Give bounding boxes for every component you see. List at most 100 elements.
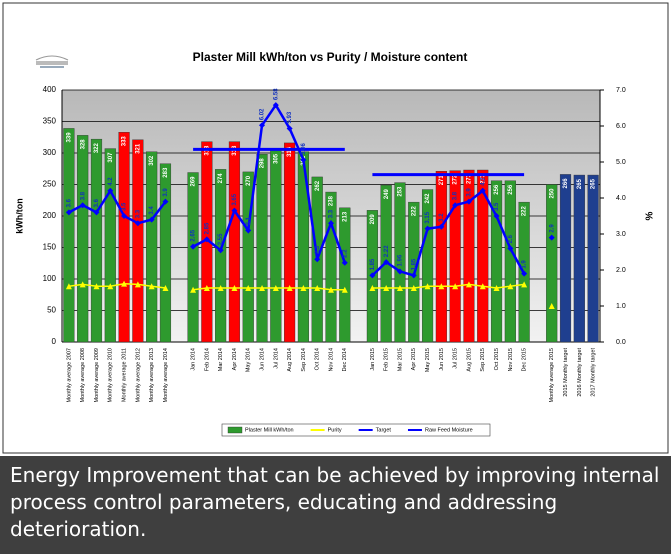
marker xyxy=(383,285,390,291)
y-tick-label: 350 xyxy=(43,117,57,126)
x-tick-label: Monthly average 2015 xyxy=(549,348,555,402)
bar-value-label: 209 xyxy=(370,214,376,225)
bar-value-label: 265 xyxy=(591,178,597,189)
y-tick-label: 300 xyxy=(43,148,57,157)
marker xyxy=(396,268,403,275)
x-tick-label: Monthly average 2008 xyxy=(80,348,86,402)
bar-value-label: 266 xyxy=(563,178,569,189)
y2-tick-label: 7.0 xyxy=(616,87,626,94)
x-tick-label: Monthly average 2007 xyxy=(66,348,72,402)
bar xyxy=(77,135,89,343)
x-tick-label: 2015 Monthly target xyxy=(563,348,569,397)
marker xyxy=(190,286,197,293)
legend-label: Purity xyxy=(328,427,342,433)
x-tick-label: Sep 2014 xyxy=(301,348,307,372)
bar-value-label: 238 xyxy=(329,195,335,206)
bar xyxy=(242,171,254,343)
bar-value-label: 273 xyxy=(467,173,473,184)
line-value-label: 2.6 xyxy=(508,234,514,243)
line-value-label: 2.85 xyxy=(204,222,210,234)
bar-value-label: 262 xyxy=(315,180,321,191)
bar xyxy=(228,141,241,343)
marker xyxy=(410,285,417,291)
marker xyxy=(65,283,72,290)
bar-value-label: 307 xyxy=(108,152,114,163)
marker xyxy=(328,286,334,293)
marker xyxy=(148,216,155,223)
y-tick-label: 0 xyxy=(52,337,57,346)
line-value-label: 1.85 xyxy=(411,258,417,270)
line-value-label: 2.9 xyxy=(549,224,555,233)
bar xyxy=(325,191,337,343)
bar-value-label: 213 xyxy=(342,211,348,222)
x-tick-label: Monthly average 2014 xyxy=(163,348,169,402)
marker xyxy=(479,283,486,290)
x-tick-label: Mar 2015 xyxy=(397,348,403,371)
line-value-label: 5.93 xyxy=(287,111,293,123)
x-tick-label: Apr 2015 xyxy=(411,348,417,370)
x-tick-label: Nov 2014 xyxy=(328,348,334,372)
marker xyxy=(148,283,155,290)
bar-value-label: 273 xyxy=(480,173,486,184)
line-value-label: 3.6 xyxy=(66,198,72,207)
bar-value-label: 305 xyxy=(273,153,279,164)
marker xyxy=(134,281,141,288)
bar-value-label: 256 xyxy=(508,184,514,195)
marker xyxy=(507,283,514,290)
bar-value-label: 250 xyxy=(549,188,555,199)
bar xyxy=(435,171,447,343)
line-value-label: 3.5 xyxy=(494,202,500,211)
line-value-label: 3.8 xyxy=(453,191,459,200)
bar xyxy=(394,182,406,343)
line-value-label: 4.2 xyxy=(108,177,114,186)
marker xyxy=(259,122,266,129)
bar-value-label: 269 xyxy=(191,176,197,187)
y2-tick-label: 6.0 xyxy=(616,123,626,130)
x-tick-label: Jan 2014 xyxy=(191,348,197,371)
x-tick-label: Feb 2014 xyxy=(204,348,210,371)
marker xyxy=(217,285,224,291)
line-value-label: 3.6 xyxy=(94,198,100,207)
y2-axis-label: % xyxy=(645,211,656,220)
x-tick-label: May 2015 xyxy=(425,348,431,372)
chart: Plaster Mill kWh/ton vs Purity / Moistur… xyxy=(2,2,669,454)
marker xyxy=(507,245,514,252)
marker xyxy=(162,285,169,291)
x-tick-label: Dec 2014 xyxy=(342,348,348,372)
bar xyxy=(587,174,599,343)
marker xyxy=(300,156,307,163)
marker xyxy=(65,209,72,216)
marker xyxy=(121,213,128,219)
line xyxy=(193,147,525,177)
line-value-label: 2.55 xyxy=(218,233,224,245)
bar xyxy=(504,180,516,343)
bar-value-label: 222 xyxy=(522,205,528,216)
marker xyxy=(203,285,210,291)
bar-value-label: 302 xyxy=(149,155,155,166)
line-value-label: 2.3 xyxy=(315,245,321,254)
line-value-label: 3.1 xyxy=(246,216,252,225)
bar-value-label: 270 xyxy=(246,175,252,186)
bar-value-label: 316 xyxy=(287,146,293,157)
line-value-label: 3.9 xyxy=(467,188,473,197)
line-value-label: 2.2 xyxy=(342,249,348,258)
bar xyxy=(477,169,489,343)
y2-tick-label: 5.0 xyxy=(616,159,626,166)
caption: Energy Improvement that can be achieved … xyxy=(0,456,671,554)
bar-value-label: 321 xyxy=(135,143,141,154)
line-value-label: 3.3 xyxy=(329,209,335,218)
bar-value-label: 242 xyxy=(425,193,431,204)
marker xyxy=(259,285,266,291)
marker xyxy=(369,272,376,279)
marker xyxy=(452,283,459,290)
bar xyxy=(284,142,296,343)
legend-label: Raw Feed Moisture xyxy=(425,427,473,433)
marker xyxy=(121,280,128,287)
bar-value-label: 222 xyxy=(411,205,417,216)
x-tick-label: Jan 2015 xyxy=(370,348,376,371)
marker xyxy=(465,281,472,288)
y2-tick-label: 1.0 xyxy=(616,303,626,310)
bar xyxy=(146,151,158,343)
marker xyxy=(521,281,528,288)
